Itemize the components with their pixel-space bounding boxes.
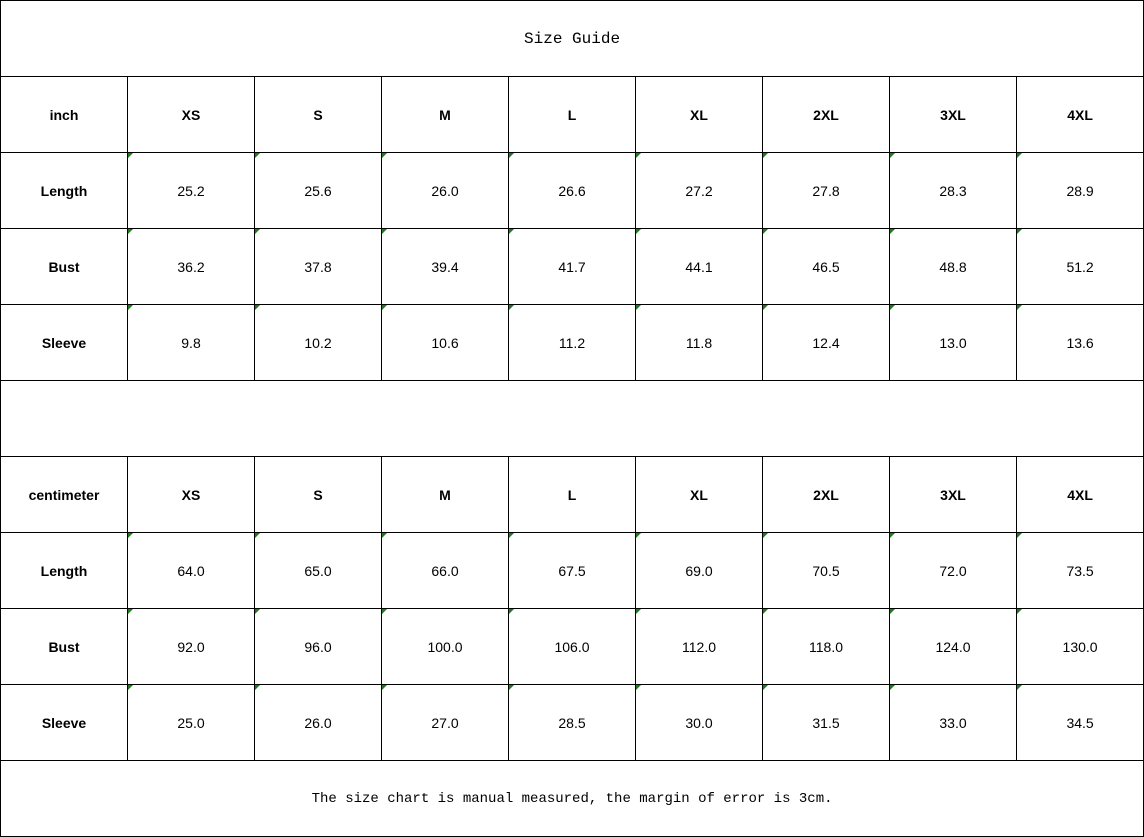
value-cell: 100.0 [381, 608, 509, 685]
size-header: XS [127, 456, 255, 533]
table-row: Bust 36.2 37.8 39.4 41.7 44.1 46.5 48.8 51.2 [0, 228, 1144, 305]
value-cell: 27.0 [381, 684, 509, 761]
spacer-cell [0, 380, 1144, 457]
value-cell: 25.2 [127, 152, 255, 229]
size-header: XL [635, 456, 763, 533]
size-header: 4XL [1015, 456, 1144, 533]
value-cell: 31.5 [762, 684, 890, 761]
value-cell: 36.2 [127, 228, 255, 305]
value-cell: 25.0 [127, 684, 255, 761]
title-row: Size Guide [0, 0, 1144, 77]
header-row: centimeter XS S M L XL 2XL 3XL 4XL [0, 456, 1144, 533]
value-cell: 26.0 [381, 152, 509, 229]
table-row: Length 64.0 65.0 66.0 67.5 69.0 70.5 72.0 73.5 [0, 532, 1144, 609]
value-cell: 130.0 [1015, 608, 1144, 685]
size-header: S [254, 76, 382, 153]
value-cell: 51.2 [1015, 228, 1144, 305]
value-cell: 33.0 [889, 684, 1017, 761]
value-cell: 39.4 [381, 228, 509, 305]
size-header: XS [127, 76, 255, 153]
value-cell: 28.9 [1015, 152, 1144, 229]
spacer-row [0, 380, 1144, 457]
value-cell: 96.0 [254, 608, 382, 685]
value-cell: 27.8 [762, 152, 890, 229]
value-cell: 112.0 [635, 608, 763, 685]
size-header: L [508, 76, 636, 153]
value-cell: 44.1 [635, 228, 763, 305]
row-label: Bust [0, 608, 128, 685]
value-cell: 26.0 [254, 684, 382, 761]
value-cell: 106.0 [508, 608, 636, 685]
value-cell: 27.2 [635, 152, 763, 229]
value-cell: 25.6 [254, 152, 382, 229]
table-row: Length 25.2 25.6 26.0 26.6 27.2 27.8 28.3 28.9 [0, 152, 1144, 229]
value-cell: 9.8 [127, 304, 255, 381]
table-row: Bust 92.0 96.0 100.0 106.0 112.0 118.0 124.0 130… [0, 608, 1144, 685]
value-cell: 70.5 [762, 532, 890, 609]
value-cell: 28.5 [508, 684, 636, 761]
size-header: XL [635, 76, 763, 153]
size-header: 3XL [889, 76, 1017, 153]
size-header: 4XL [1015, 76, 1144, 153]
value-cell: 72.0 [889, 532, 1017, 609]
value-cell: 11.2 [508, 304, 636, 381]
value-cell: 13.6 [1015, 304, 1144, 381]
value-cell: 28.3 [889, 152, 1017, 229]
row-label: Sleeve [0, 304, 128, 381]
size-header: L [508, 456, 636, 533]
page-title: Size Guide [0, 0, 1144, 77]
size-header: M [381, 76, 509, 153]
value-cell: 92.0 [127, 608, 255, 685]
size-header: M [381, 456, 509, 533]
row-label: Length [0, 152, 128, 229]
value-cell: 12.4 [762, 304, 890, 381]
table-row: Sleeve 25.0 26.0 27.0 28.5 30.0 31.5 33.0 34.5 [0, 684, 1144, 761]
value-cell: 30.0 [635, 684, 763, 761]
value-cell: 37.8 [254, 228, 382, 305]
header-row: inch XS S M L XL 2XL 3XL 4XL [0, 76, 1144, 153]
value-cell: 11.8 [635, 304, 763, 381]
unit-label: centimeter [0, 456, 128, 533]
row-label: Bust [0, 228, 128, 305]
size-header: 2XL [762, 456, 890, 533]
table-row: Sleeve 9.8 10.2 10.6 11.2 11.8 12.4 13.0 13.6 [0, 304, 1144, 381]
value-cell: 66.0 [381, 532, 509, 609]
row-label: Sleeve [0, 684, 128, 761]
value-cell: 73.5 [1015, 532, 1144, 609]
value-cell: 67.5 [508, 532, 636, 609]
value-cell: 46.5 [762, 228, 890, 305]
unit-label: inch [0, 76, 128, 153]
value-cell: 10.6 [381, 304, 509, 381]
value-cell: 41.7 [508, 228, 636, 305]
value-cell: 124.0 [889, 608, 1017, 685]
row-label: Length [0, 532, 128, 609]
value-cell: 48.8 [889, 228, 1017, 305]
value-cell: 65.0 [254, 532, 382, 609]
value-cell: 64.0 [127, 532, 255, 609]
footnote: The size chart is manual measured, the m… [0, 760, 1144, 837]
value-cell: 118.0 [762, 608, 890, 685]
value-cell: 34.5 [1015, 684, 1144, 761]
value-cell: 26.6 [508, 152, 636, 229]
value-cell: 13.0 [889, 304, 1017, 381]
size-header: S [254, 456, 382, 533]
value-cell: 10.2 [254, 304, 382, 381]
size-header: 2XL [762, 76, 890, 153]
value-cell: 69.0 [635, 532, 763, 609]
size-header: 3XL [889, 456, 1017, 533]
note-row: The size chart is manual measured, the m… [0, 760, 1144, 837]
